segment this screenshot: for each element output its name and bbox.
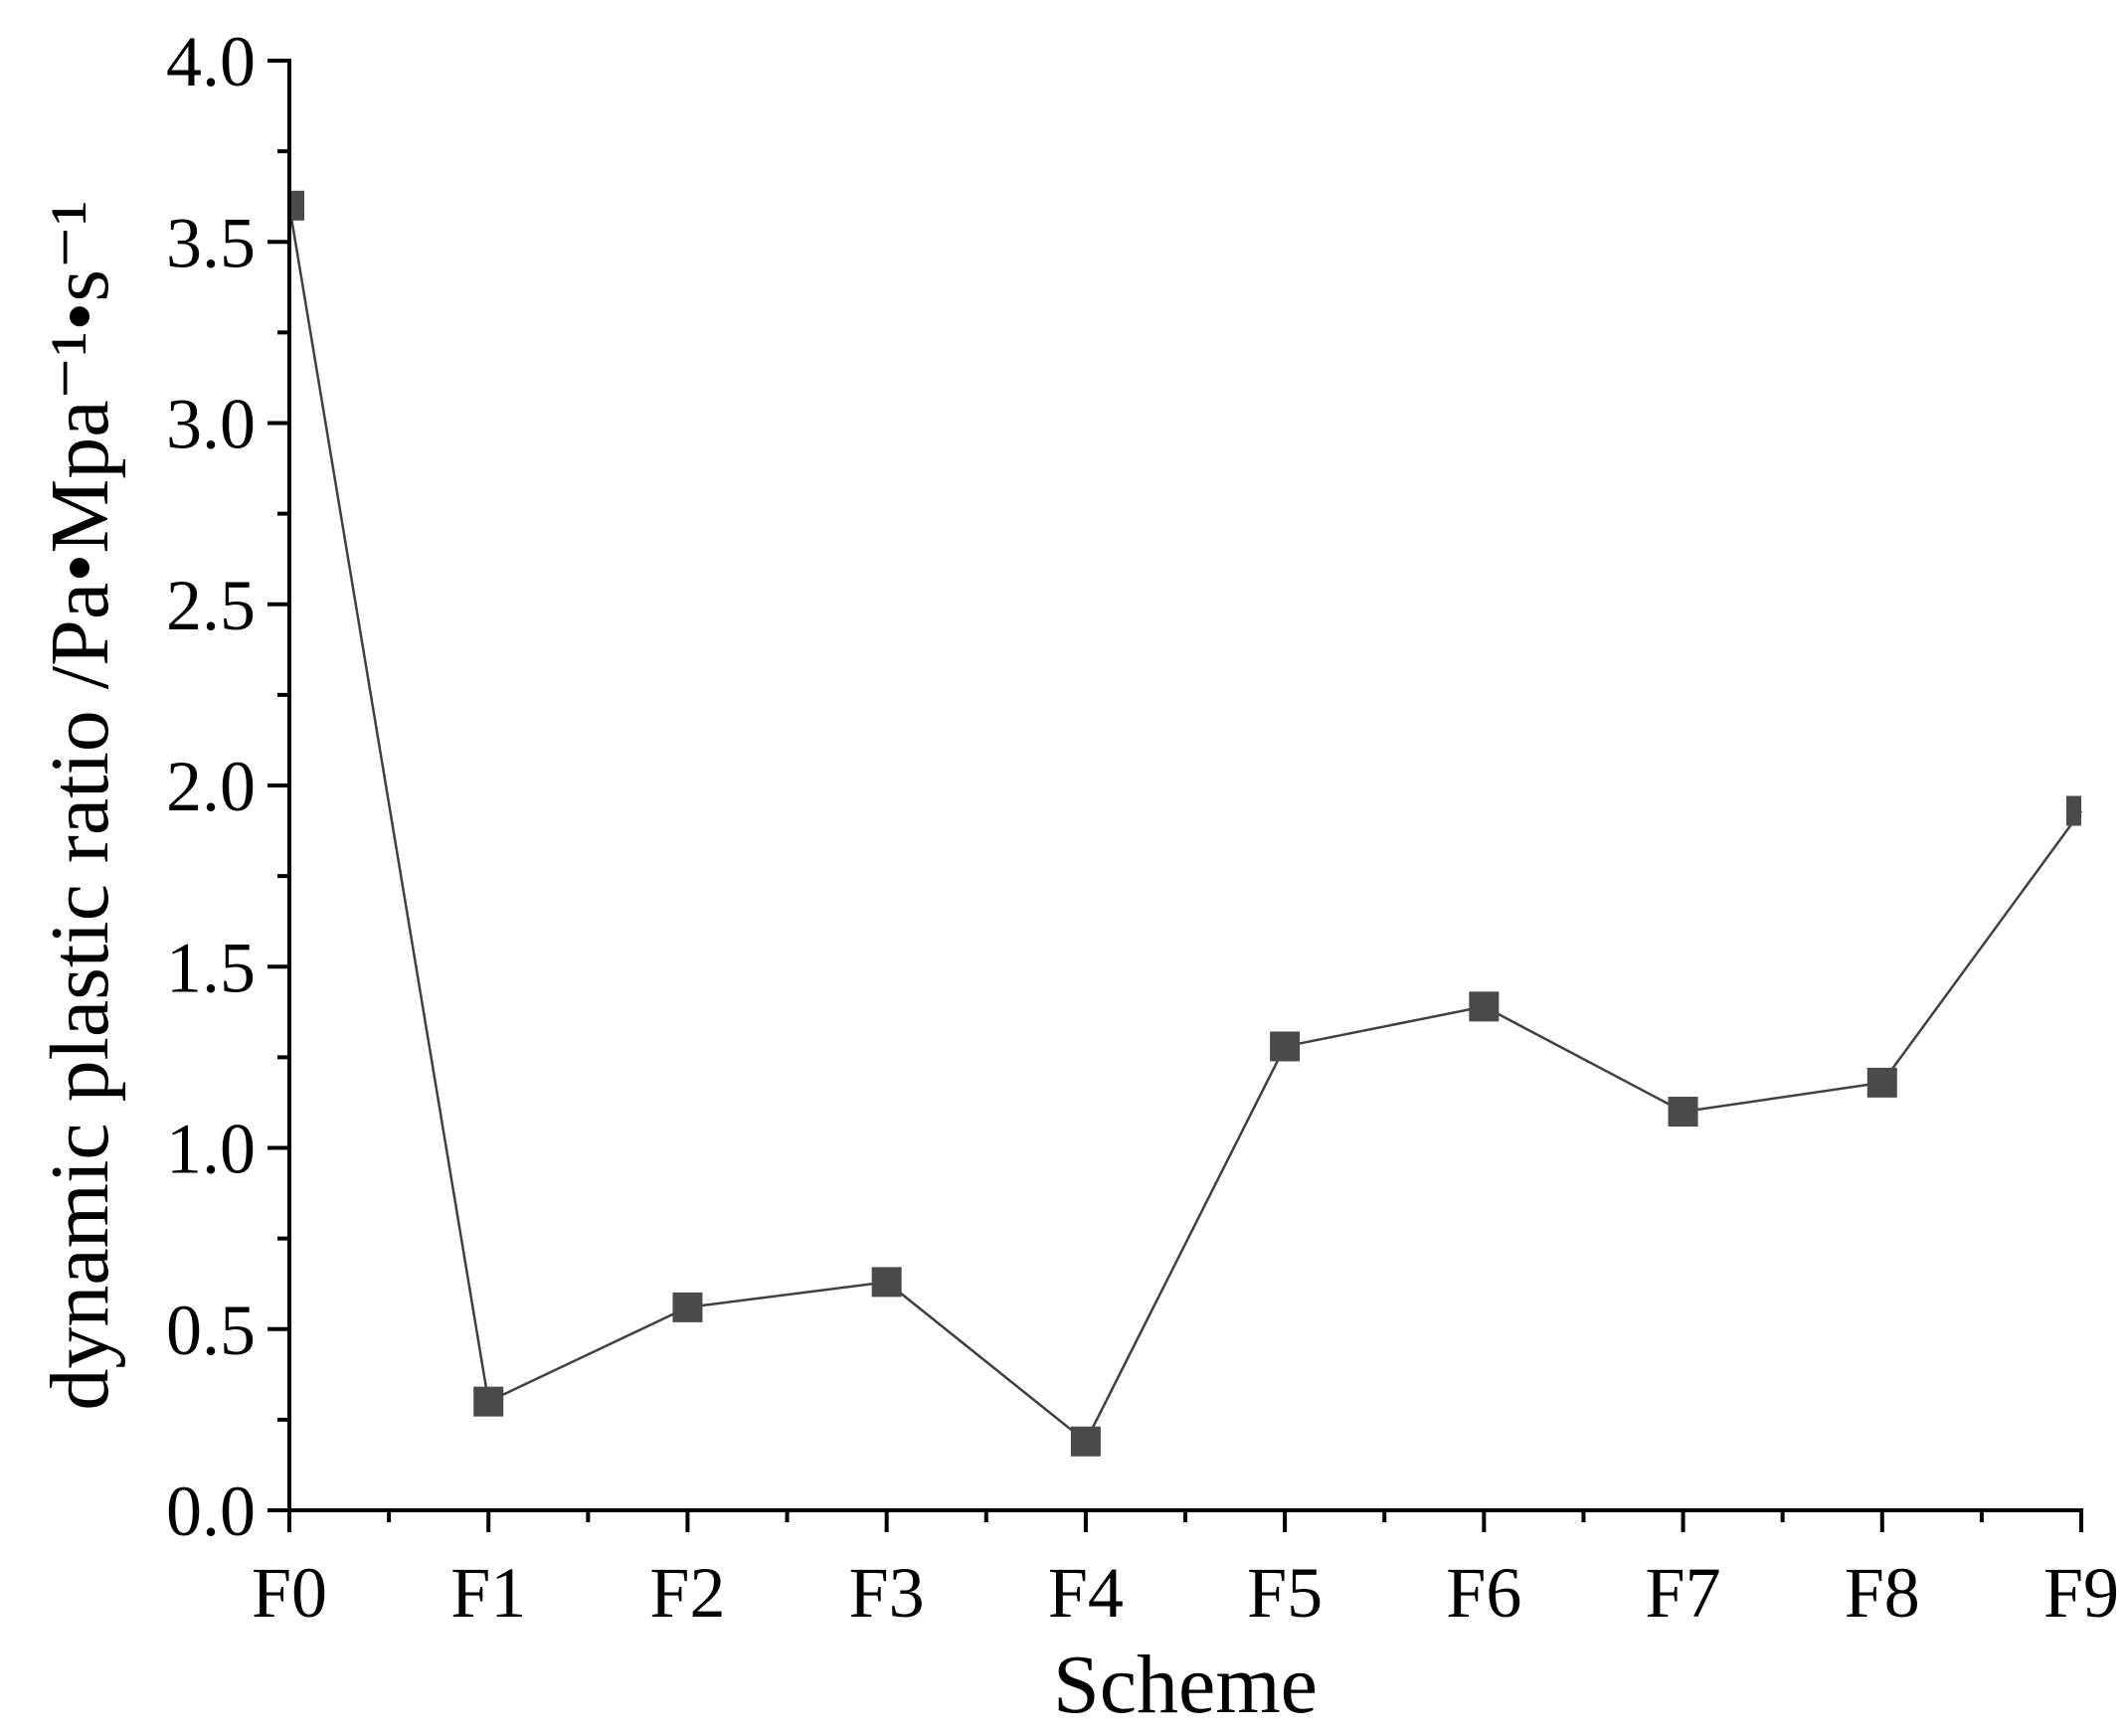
data-point-marker — [1469, 991, 1500, 1022]
data-point-marker — [1668, 1097, 1698, 1128]
y-tick-label: 4.0 — [166, 22, 256, 101]
data-point-marker — [2066, 795, 2081, 826]
data-point-marker — [871, 1267, 902, 1298]
x-tick-label: F4 — [1048, 1553, 1124, 1633]
data-point-marker — [1070, 1426, 1101, 1457]
y-tick-label: 0.5 — [166, 1291, 256, 1370]
x-tick-label: F0 — [252, 1553, 327, 1633]
x-axis-title: Scheme — [1053, 1639, 1318, 1731]
x-tick-label: F7 — [1646, 1553, 1721, 1633]
y-tick-label: 3.5 — [166, 203, 256, 282]
x-tick-label: F2 — [649, 1553, 725, 1633]
x-tick-label: F8 — [1845, 1553, 1920, 1633]
series-line — [287, 205, 2083, 1444]
series-group — [287, 190, 2083, 1457]
x-tick-label: F6 — [1446, 1553, 1521, 1633]
data-point-marker — [289, 190, 304, 221]
y-tick-label: 2.5 — [166, 566, 256, 645]
x-tick-label: F9 — [2043, 1553, 2119, 1633]
x-axis-ticks: F0 F1 F2 F3 F4 F5 F6 F7 F8 F9 — [252, 1510, 2119, 1633]
x-tick-label: F5 — [1247, 1553, 1323, 1633]
y-tick-label: 3.0 — [166, 385, 256, 464]
y-tick-label: 2.0 — [166, 747, 256, 826]
y-tick-label: 0.0 — [166, 1472, 256, 1551]
y-tick-label: 1.0 — [166, 1110, 256, 1189]
y-axis-ticks: 0.0 0.5 1.0 1.5 2.0 2.5 3.0 3.5 4.0 — [166, 22, 289, 1551]
series-markers — [289, 190, 2081, 1457]
x-tick-label: F1 — [450, 1553, 526, 1633]
y-tick-label: 1.5 — [166, 928, 256, 1007]
y-axis-title: dynamic plastic ratio /Pa•Mpa⁻¹•s⁻¹ — [34, 200, 126, 1410]
data-point-marker — [672, 1292, 703, 1322]
data-point-marker — [473, 1386, 504, 1417]
data-point-marker — [1270, 1031, 1301, 1062]
x-tick-label: F3 — [849, 1553, 925, 1633]
data-point-marker — [1866, 1067, 1897, 1098]
